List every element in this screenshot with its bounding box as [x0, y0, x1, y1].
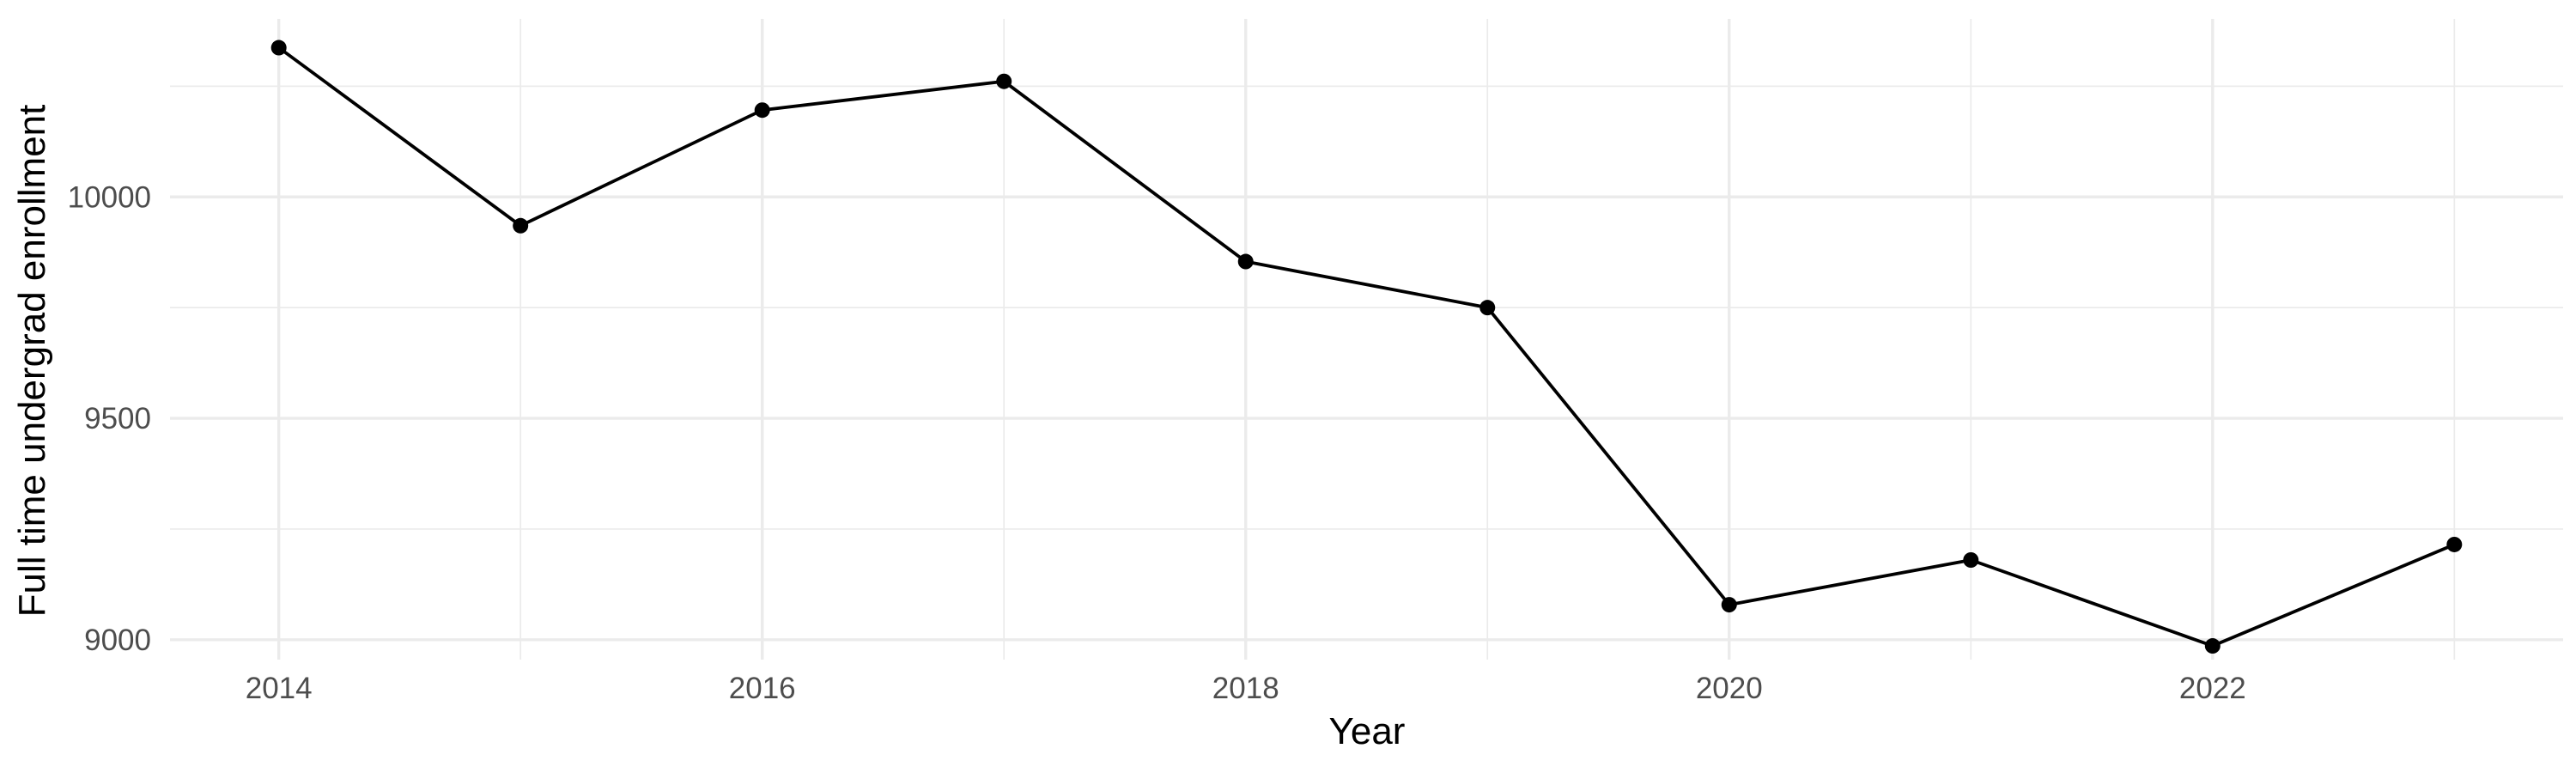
y-axis-title: Full time undergrad enrollment — [11, 105, 53, 618]
x-tick-label: 2018 — [1212, 672, 1279, 705]
data-point — [996, 73, 1012, 89]
x-tick-label: 2020 — [1696, 672, 1763, 705]
x-tick-label: 2014 — [246, 672, 313, 705]
data-point — [754, 102, 770, 119]
data-point — [1237, 253, 1254, 270]
x-axis-tick-labels: 2014 2016 2018 2020 2022 — [246, 672, 2246, 705]
grid — [170, 19, 2563, 660]
data-point — [513, 217, 529, 234]
data-point — [2446, 536, 2463, 552]
data-point — [2204, 638, 2221, 654]
series-layer — [270, 40, 2463, 654]
x-tick-label: 2016 — [729, 672, 796, 705]
y-tick-label: 10000 — [68, 180, 151, 214]
data-point — [1963, 552, 1979, 569]
series-line — [277, 46, 2456, 648]
x-axis-title: Year — [1329, 710, 1406, 752]
data-points — [270, 40, 2463, 654]
data-point — [270, 40, 287, 56]
y-axis-tick-labels: 9000 9500 10000 — [68, 180, 151, 657]
y-tick-label: 9000 — [84, 624, 151, 657]
data-point — [1479, 300, 1496, 316]
y-tick-label: 9500 — [84, 402, 151, 435]
data-point — [1721, 597, 1737, 613]
x-tick-label: 2022 — [2179, 672, 2246, 705]
